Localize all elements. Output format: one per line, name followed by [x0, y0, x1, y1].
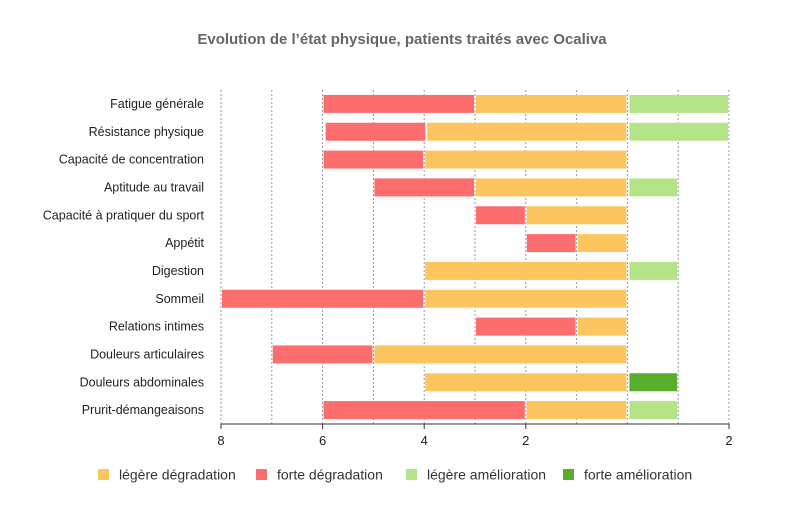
category-label: Prurit-démangeaisons	[82, 403, 204, 417]
bar-legere-degradation	[577, 317, 627, 336]
category-label: Résistance physique	[89, 125, 204, 139]
legend-swatch	[563, 469, 574, 480]
bar-forte-degradation	[222, 289, 424, 308]
category-label: Aptitude au travail	[104, 180, 204, 194]
legend-label: forte amélioration	[584, 467, 692, 483]
category-label: Capacité à pratiquer du sport	[43, 208, 205, 222]
bar-forte-degradation	[272, 345, 373, 364]
legend-legere-degradation: légère dégradation	[98, 467, 236, 483]
bar-legere-degradation	[374, 345, 627, 364]
bar-legere-degradation	[577, 234, 627, 253]
bar-legere-degradation	[476, 94, 627, 113]
legend-label: légère dégradation	[119, 467, 236, 483]
category-label: Douleurs abdominales	[80, 375, 204, 389]
bar-forte-degradation	[323, 94, 474, 113]
bar-legere-degradation	[476, 178, 627, 197]
bar-forte-degradation	[323, 150, 424, 169]
bar-legere-degradation	[425, 261, 627, 280]
category-label: Capacité de concentration	[59, 153, 204, 167]
bar-legere-degradation	[427, 122, 627, 141]
bar-forte-degradation	[526, 234, 576, 253]
x-tick-label: 6	[319, 433, 326, 448]
bar-forte-degradation	[323, 401, 525, 420]
category-label: Relations intimes	[109, 320, 204, 334]
legend-swatch	[256, 469, 267, 480]
bar-forte-degradation	[476, 206, 525, 225]
x-tick-label: 2	[522, 433, 529, 448]
bar-legere-amelioration	[629, 261, 678, 280]
category-label: Appétit	[165, 236, 204, 250]
bar-legere-degradation	[526, 401, 627, 420]
bar-legere-degradation	[425, 373, 627, 392]
category-label: Fatigue générale	[110, 97, 204, 111]
category-label: Digestion	[152, 264, 204, 278]
bar-forte-degradation	[325, 122, 426, 141]
bar-legere-amelioration	[629, 94, 728, 113]
x-tick-label: 2	[725, 433, 732, 448]
bar-forte-amelioration	[629, 373, 678, 392]
bar-legere-degradation	[526, 206, 627, 225]
chart-title: Evolution de l’état physique, patients t…	[197, 31, 607, 48]
legend-forte-degradation: forte dégradation	[256, 467, 383, 483]
legend-swatch	[406, 469, 417, 480]
category-label: Douleurs articulaires	[90, 347, 204, 361]
bar-legere-degradation	[425, 289, 627, 308]
bar-legere-amelioration	[629, 178, 678, 197]
bar-forte-degradation	[476, 317, 576, 336]
x-tick-label: 8	[217, 433, 224, 448]
bar-legere-degradation	[425, 150, 627, 169]
category-label: Sommeil	[155, 292, 204, 306]
bar-forte-degradation	[374, 178, 474, 197]
x-tick-label: 4	[421, 433, 428, 448]
legend-legere-amelioration: légère amélioration	[406, 467, 546, 483]
legend-label: forte dégradation	[277, 467, 383, 483]
bar-legere-amelioration	[629, 122, 728, 141]
legend-label: légère amélioration	[427, 467, 546, 483]
bar-legere-amelioration	[629, 401, 678, 420]
legend-swatch	[98, 469, 109, 480]
legend-forte-amelioration: forte amélioration	[563, 467, 692, 483]
